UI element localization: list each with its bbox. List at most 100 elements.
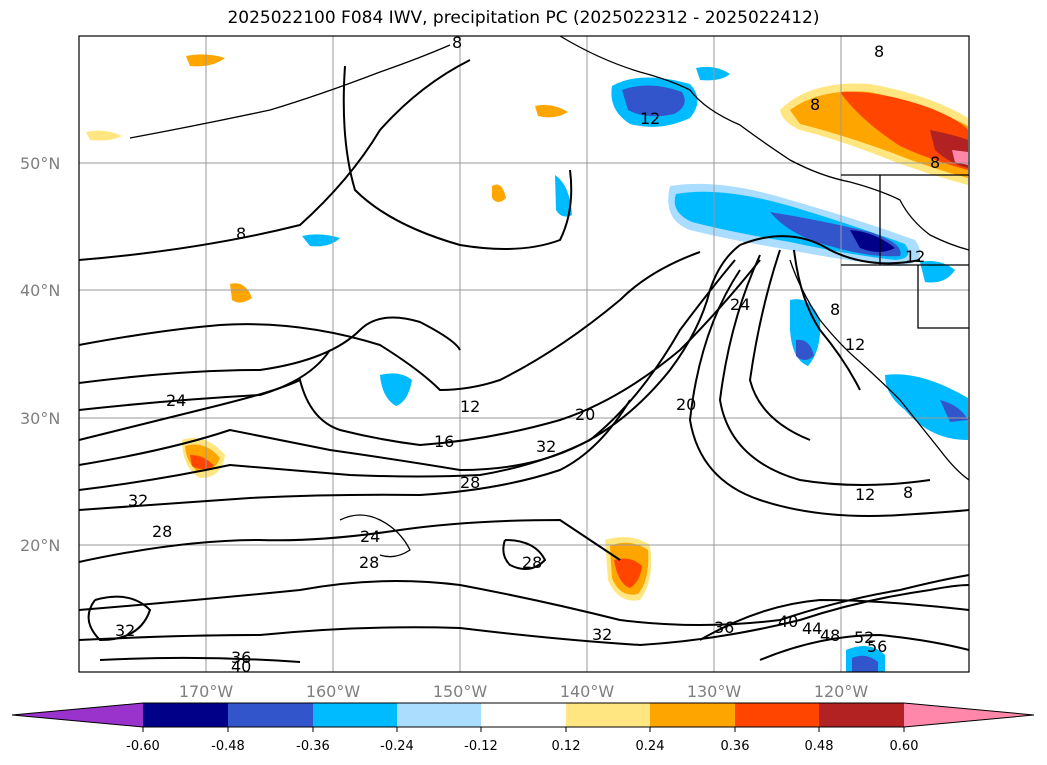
lat-tick-labels: 50°N 40°N 30°N 20°N xyxy=(20,154,60,555)
lon-label-170w: 170°W xyxy=(179,682,234,701)
clabel-20a: 20 xyxy=(676,395,696,414)
clabel-52: 52 xyxy=(854,628,874,647)
clabel-12d: 12 xyxy=(845,335,865,354)
contour-32-loop xyxy=(87,595,152,642)
clabel-24b: 24 xyxy=(730,295,750,314)
clabel-44: 44 xyxy=(802,619,822,638)
lon-tick-labels: 170°W 160°W 150°W 140°W 130°W 120°W xyxy=(179,682,869,701)
clabel-56: 56 xyxy=(867,637,887,656)
lon-label-160w: 160°W xyxy=(306,682,361,701)
precip-neg-small-3 xyxy=(380,373,412,406)
precip-neg-small-5 xyxy=(920,261,955,283)
contour-28-loop xyxy=(502,539,547,570)
clabel-28a: 28 xyxy=(460,473,480,492)
lat-label-50n: 50°N xyxy=(20,154,60,173)
clabel-16: 16 xyxy=(434,432,454,451)
contour-24 xyxy=(78,259,761,447)
clabel-24c: 24 xyxy=(360,527,380,546)
precip-pos-small-5 xyxy=(492,184,506,202)
contour-44 xyxy=(759,633,970,661)
precip-pos-hawaii-west-core xyxy=(190,455,214,469)
precip-pos-south-core xyxy=(614,558,642,588)
clabel-12c: 12 xyxy=(855,485,875,504)
precip-neg-pnw-band-peak xyxy=(850,230,895,252)
map-title: 2025022100 F084 IWV, precipitation PC (2… xyxy=(227,8,820,28)
clabel-20b: 20 xyxy=(575,405,595,424)
clabel-12a: 12 xyxy=(640,109,660,128)
colorbar-extend-high xyxy=(904,703,1034,727)
precip-pos-small-4 xyxy=(230,283,252,303)
plot-area xyxy=(79,36,969,672)
colorbar-tick-5: 0.12 xyxy=(552,739,581,754)
contour-12 xyxy=(78,251,701,392)
lon-label-130w: 130°W xyxy=(687,682,742,701)
colorbar-bin-9 xyxy=(819,703,904,727)
contour-8-north xyxy=(78,59,471,261)
colorbar-ticks xyxy=(142,727,905,732)
lon-label-120w: 120°W xyxy=(814,682,869,701)
lat-label-40n: 40°N xyxy=(20,281,60,300)
coastlines xyxy=(129,35,970,558)
precip-neg-small-1 xyxy=(696,66,730,81)
colorbar-tick-4: -0.12 xyxy=(464,739,498,754)
calif-coast xyxy=(789,259,970,481)
lat-label-30n: 30°N xyxy=(20,409,60,428)
colorbar-tick-7: 0.36 xyxy=(721,739,750,754)
clabel-40b: 40 xyxy=(231,657,251,676)
contour-labels: 8 12 24 8 24 12 16 20 32 28 32 28 20 12 … xyxy=(115,33,940,676)
precip-neg-south-core xyxy=(852,655,878,672)
clabel-8e: 8 xyxy=(810,95,820,114)
colorbar-bin-2 xyxy=(228,703,313,727)
graticule xyxy=(79,36,969,672)
clabel-36a: 36 xyxy=(714,618,734,637)
hawaii-islands xyxy=(339,514,411,558)
clabel-40a: 40 xyxy=(778,612,798,631)
colorbar-tick-6: 0.24 xyxy=(636,739,665,754)
precip-neg-small-2 xyxy=(555,175,572,217)
colorbar-tick-1: -0.48 xyxy=(211,739,245,754)
contour-8-loop xyxy=(342,65,573,250)
contour-32b xyxy=(78,574,970,626)
contour-24-e xyxy=(748,249,811,441)
colorbar-tick-9: 0.60 xyxy=(890,739,919,754)
state-borders xyxy=(841,174,969,329)
clabel-12e: 12 xyxy=(905,247,925,266)
clabel-32b: 32 xyxy=(128,491,148,510)
clabel-32a: 32 xyxy=(536,437,556,456)
clabel-8b: 8 xyxy=(452,33,462,52)
colorbar-extend-low xyxy=(12,703,143,727)
contour-40 xyxy=(699,598,970,641)
clabel-36b: 36 xyxy=(231,648,251,667)
colorbar-bin-3 xyxy=(313,703,397,727)
contour-20-ne xyxy=(739,235,921,265)
precip-shading xyxy=(86,54,968,672)
contour-28b xyxy=(78,399,631,511)
contour-28c xyxy=(78,518,621,563)
contour-8-coast xyxy=(793,249,861,391)
precip-neg-gulf-alaska-core xyxy=(622,85,685,117)
precip-neg-small-4 xyxy=(302,234,340,247)
iwv-contours xyxy=(78,59,970,663)
colorbar-bin-4 xyxy=(397,703,481,727)
colorbar-bin-8 xyxy=(735,703,819,727)
colorbar-bin-7 xyxy=(650,703,735,727)
plot-frame xyxy=(78,35,970,673)
clabel-32c: 32 xyxy=(592,625,612,644)
clabel-8f: 8 xyxy=(930,153,940,172)
clabel-8a: 8 xyxy=(236,224,246,243)
aleutians xyxy=(129,44,451,139)
clabel-48: 48 xyxy=(820,626,840,645)
precip-neg-baja-core xyxy=(940,400,968,422)
precip-neg-baja xyxy=(885,374,968,440)
precip-pos-small-3 xyxy=(86,130,122,141)
clabel-8g: 8 xyxy=(830,300,840,319)
precip-pos-small-2 xyxy=(535,104,568,118)
clabel-8d: 8 xyxy=(874,42,884,61)
colorbar: -0.60 -0.48 -0.36 -0.24 -0.12 0.12 0.24 … xyxy=(11,702,1035,754)
contour-32 xyxy=(78,259,736,491)
na-coast xyxy=(559,35,970,251)
colorbar-bin-5 xyxy=(481,703,566,727)
clabel-12b: 12 xyxy=(460,397,480,416)
lat-label-20n: 20°N xyxy=(20,536,60,555)
